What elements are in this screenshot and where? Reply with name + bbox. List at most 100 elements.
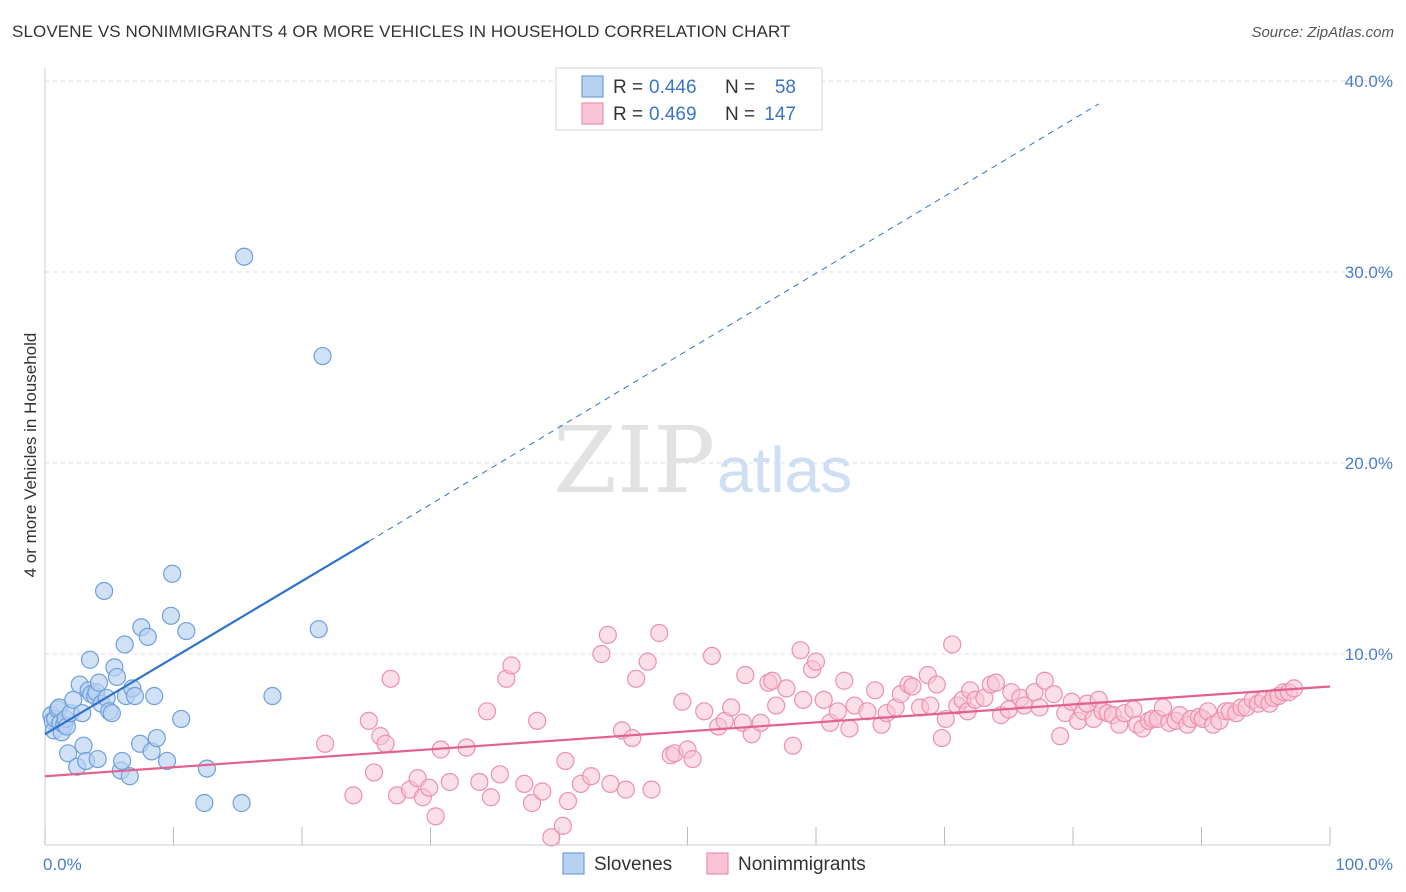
nonimmigrants-point (626, 669, 646, 688)
nonimmigrants-point (542, 828, 561, 847)
legend-r-label-1: R = (613, 77, 643, 98)
nonimmigrants-point (642, 780, 661, 799)
nonimmigrants-point (858, 702, 877, 721)
nonimmigrants-point (683, 749, 702, 769)
nonimmigrants-point (791, 641, 810, 660)
nonimmigrants-point (1153, 698, 1173, 717)
slovenes-point (120, 767, 139, 786)
nonimmigrants-point (1051, 727, 1070, 746)
slovenes-point (235, 247, 254, 266)
legend-n-label-2: N = (725, 104, 755, 125)
legend-r-value-2: 0.469 (649, 104, 697, 125)
nonimmigrants-point (376, 734, 395, 753)
bottom-legend-swatch-slovenes (562, 852, 585, 875)
nonimmigrants-point (777, 679, 796, 698)
slovenes-point (80, 650, 100, 669)
nonimmigrants-point (598, 625, 617, 645)
slovenes-point (64, 690, 83, 709)
nonimmigrants-point (440, 772, 459, 792)
nonimmigrants-point (420, 778, 439, 797)
x-tick-label: 0.0% (43, 855, 82, 874)
legend-r-value-1: 0.446 (649, 77, 697, 98)
watermark-atlas: atlas (717, 434, 852, 506)
bottom-legend: Slovenes Nonimmigrants (562, 852, 866, 875)
trend-lines (44, 103, 1331, 778)
nonimmigrants-point (1035, 671, 1054, 690)
nonimmigrants-point (932, 728, 952, 748)
slovenes-point (89, 673, 109, 692)
y-tick-label: 40.0% (1345, 72, 1393, 91)
y-tick-labels: 10.0% 20.0% 30.0% 40.0% (1345, 72, 1393, 664)
slovenes-point (177, 621, 196, 641)
watermark-zip: ZIP (553, 407, 715, 514)
x-tick-labels: 0.0% 100.0% (43, 855, 1393, 874)
nonimmigrants-point (515, 774, 534, 793)
slovenes-point (172, 709, 191, 729)
legend-n-label-1: N = (725, 77, 755, 98)
nonimmigrants-point (835, 671, 854, 690)
nonimmigrants-point (767, 696, 786, 715)
nonimmigrants-point (558, 791, 578, 811)
legend-n-value-1: 58 (775, 77, 796, 98)
slovenes-point (195, 793, 214, 813)
slovenes-point (313, 346, 332, 366)
chart-title: SLOVENE VS NONIMMIGRANTS 4 OR MORE VEHIC… (12, 22, 791, 41)
nonimmigrants-point (528, 711, 547, 730)
nonimmigrants-point (601, 774, 620, 793)
bottom-legend-nonimmigrants: Nonimmigrants (738, 854, 866, 875)
slovenes-point (102, 704, 121, 723)
nonimmigrants-point (751, 713, 770, 732)
slovenes-point (74, 736, 93, 755)
grid-lines (45, 80, 1392, 655)
nonimmigrants-trend-line (44, 685, 1331, 778)
slovenes-trend-extension (368, 103, 1099, 542)
legend-box: R = 0.446 N = 58 R = 0.469 N = 147 (555, 67, 823, 131)
bottom-legend-swatch-nonimmigrants (706, 852, 729, 875)
nonimmigrants-point (828, 702, 847, 721)
nonimmigrants-point (522, 793, 542, 813)
bottom-legend-slovenes: Slovenes (594, 854, 672, 875)
nonimmigrants-point (794, 690, 813, 709)
nonimmigrants-point (592, 644, 611, 664)
nonimmigrants-point (481, 788, 500, 807)
nonimmigrants-point (490, 765, 509, 784)
nonimmigrants-point (364, 763, 384, 782)
nonimmigrants-point (381, 669, 400, 688)
y-tick-label: 20.0% (1345, 454, 1393, 473)
y-tick-label: 10.0% (1345, 645, 1393, 664)
legend-swatch-slovenes (581, 75, 604, 98)
slovenes-point (157, 751, 177, 771)
nonimmigrants-point (702, 646, 722, 666)
legend-r-label-2: R = (613, 104, 643, 125)
nonimmigrants-point (616, 780, 635, 799)
slovenes-point (263, 686, 282, 706)
y-tick-label: 30.0% (1345, 263, 1393, 282)
slovenes-point (138, 627, 157, 646)
nonimmigrants-point (638, 652, 657, 671)
nonimmigrants-point (477, 702, 497, 721)
nonimmigrants-point (866, 681, 885, 700)
nonimmigrants-point (814, 690, 833, 709)
slovenes-point (145, 686, 164, 706)
nonimmigrants-point (316, 734, 335, 753)
nonimmigrants-point (673, 692, 692, 711)
nonimmigrants-point (553, 816, 572, 836)
nonimmigrants-point (806, 652, 826, 671)
nonimmigrants-point (1044, 685, 1063, 704)
nonimmigrants-point (470, 772, 489, 792)
nonimmigrants-point (556, 751, 575, 771)
nonimmigrants-point (986, 673, 1006, 692)
slovenes-point (163, 564, 182, 583)
nonimmigrants-point (426, 807, 445, 826)
x-tick-label: 100.0% (1335, 855, 1393, 874)
slovenes-point (88, 749, 107, 769)
slovenes-point (95, 581, 114, 601)
nonimmigrants-point (921, 696, 940, 715)
nonimmigrants-point (623, 728, 642, 748)
nonimmigrants-point (695, 702, 714, 721)
slovenes-point (112, 751, 132, 771)
slovenes-point (232, 793, 251, 813)
slovenes-trend-line (44, 540, 370, 736)
nonimmigrants-point (359, 711, 378, 730)
